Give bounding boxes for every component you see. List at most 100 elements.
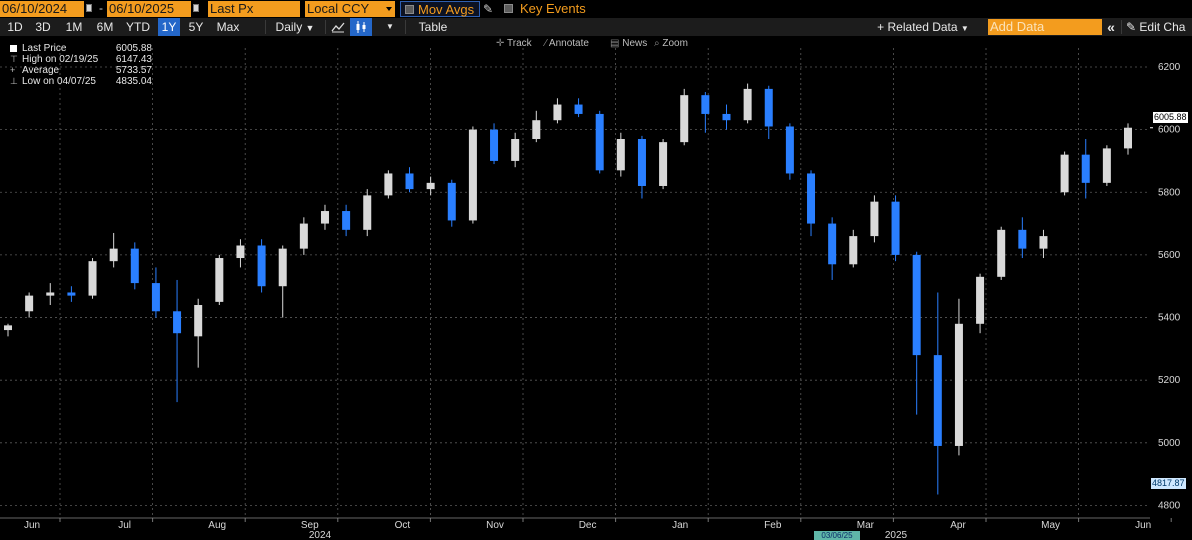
zoom-tool[interactable]: ⌕ Zoom bbox=[654, 38, 688, 49]
start-date-field[interactable]: 06/10/2024 bbox=[0, 1, 84, 17]
add-data-input[interactable]: Add Data bbox=[988, 19, 1102, 35]
x-tick-label: Feb bbox=[764, 520, 782, 531]
candle bbox=[659, 139, 668, 190]
frequency-dropdown-arrow-icon: ▼ bbox=[305, 23, 315, 33]
candle-body bbox=[1018, 229, 1027, 249]
track-tool[interactable]: ✛ Track bbox=[496, 38, 532, 49]
candle-body bbox=[595, 113, 604, 171]
period-button-1d[interactable]: 1D bbox=[7, 20, 23, 34]
key-events-checkbox[interactable] bbox=[504, 4, 513, 13]
candlestick-series bbox=[4, 83, 1132, 495]
legend-value: 6147.43 bbox=[115, 54, 152, 65]
period-button-5y[interactable]: 5Y bbox=[188, 20, 204, 34]
candle-body bbox=[88, 261, 97, 296]
candle-body bbox=[130, 248, 139, 284]
currency-select[interactable]: Local CCY bbox=[305, 1, 383, 17]
candlestick-icon[interactable] bbox=[350, 18, 372, 36]
toolbar-row-2: 1D 3D 1M 6M YTD 1Y 5Y Max Daily ▼ ▼ Table + Rel… bbox=[0, 18, 1192, 36]
legend-value: 4835.04 bbox=[115, 76, 152, 87]
candle-body bbox=[722, 113, 731, 121]
candle-body bbox=[743, 88, 752, 121]
candle bbox=[173, 279, 182, 403]
end-date-field[interactable]: 06/10/2025 bbox=[107, 1, 191, 17]
zoom-label: Zoom bbox=[662, 38, 688, 49]
candle bbox=[67, 286, 76, 302]
legend-high: ⊤ High on 02/19/25 6147.43 bbox=[8, 54, 152, 65]
average-marker-icon: + bbox=[10, 65, 16, 75]
candle bbox=[553, 98, 562, 124]
collapse-icon[interactable]: « bbox=[1107, 19, 1115, 35]
edit-chart-button[interactable]: ✎ Edit Cha bbox=[1126, 18, 1192, 36]
candle bbox=[933, 292, 942, 495]
candle bbox=[701, 92, 710, 133]
candle-body bbox=[215, 258, 224, 302]
candle bbox=[743, 83, 752, 124]
candle bbox=[532, 110, 541, 143]
period-button-max[interactable]: Max bbox=[216, 20, 240, 34]
candle bbox=[46, 283, 55, 306]
annotate-tool[interactable]: ⁄ Annotate bbox=[545, 38, 589, 49]
period-button-ytd[interactable]: YTD bbox=[126, 20, 150, 34]
start-calendar-icon[interactable] bbox=[86, 4, 92, 12]
divider bbox=[405, 20, 406, 34]
key-events-label[interactable]: Key Events bbox=[520, 1, 586, 16]
candle-body bbox=[151, 283, 160, 312]
candle-body bbox=[426, 182, 435, 190]
crosshair-icon: ✛ bbox=[496, 38, 505, 49]
end-calendar-icon[interactable] bbox=[193, 4, 199, 12]
candle-body bbox=[490, 129, 499, 161]
candle-body bbox=[1081, 154, 1090, 183]
candle-body bbox=[468, 129, 477, 221]
candle-body bbox=[1039, 236, 1048, 249]
chart-type-dropdown-arrow-icon[interactable]: ▼ bbox=[386, 22, 394, 31]
edit-chart-label: Edit Cha bbox=[1139, 20, 1186, 34]
related-data-button[interactable]: + Related Data ▼ bbox=[868, 18, 978, 36]
candle bbox=[870, 195, 879, 243]
candle-body bbox=[616, 139, 625, 171]
legend-label: Last Price bbox=[22, 43, 67, 54]
frequency-select[interactable]: Daily ▼ bbox=[270, 18, 320, 36]
candle bbox=[1060, 151, 1069, 196]
period-button-1m[interactable]: 1M bbox=[65, 20, 83, 34]
mov-avgs-label: Mov Avgs bbox=[418, 2, 475, 17]
candle bbox=[680, 88, 689, 146]
candle-body bbox=[447, 182, 456, 221]
candle-body bbox=[4, 325, 12, 331]
candle bbox=[954, 298, 963, 456]
candle bbox=[25, 292, 34, 318]
candle bbox=[722, 104, 731, 130]
period-button-1y[interactable]: 1Y bbox=[158, 18, 180, 36]
currency-dropdown-arrow-icon[interactable] bbox=[383, 1, 395, 17]
legend-value: 5733.57 bbox=[115, 65, 152, 76]
candle bbox=[1018, 217, 1027, 259]
low-price-tag: 4817.87 bbox=[1151, 478, 1186, 489]
candle bbox=[363, 189, 372, 237]
table-button[interactable]: Table bbox=[418, 20, 448, 34]
candle bbox=[891, 195, 900, 262]
candle-body bbox=[511, 139, 520, 161]
news-icon: ▤ bbox=[610, 38, 620, 49]
x-tick-label: Nov bbox=[486, 520, 504, 531]
x-year-label: 2025 bbox=[885, 530, 908, 540]
pencil-icon[interactable]: ✎ bbox=[483, 2, 494, 16]
field-select[interactable]: Last Px bbox=[208, 1, 300, 17]
candle bbox=[426, 176, 435, 196]
chart-grid bbox=[0, 48, 1150, 518]
high-marker-icon: ⊤ bbox=[10, 54, 18, 64]
x-year-label: 2024 bbox=[309, 530, 332, 540]
frequency-label: Daily bbox=[275, 20, 303, 34]
mov-avgs-toggle[interactable]: Mov Avgs bbox=[400, 1, 480, 17]
candle-body bbox=[173, 311, 182, 334]
mov-avgs-checkbox[interactable] bbox=[405, 5, 414, 14]
candle bbox=[194, 298, 203, 368]
candle bbox=[384, 170, 393, 199]
y-axis: 4800 5000 5200 5400 5600 5800 6000 6200 bbox=[1150, 62, 1181, 511]
annotate-icon: ⁄ bbox=[545, 38, 547, 49]
period-button-3d[interactable]: 3D bbox=[35, 20, 51, 34]
news-tool[interactable]: ▤ News bbox=[610, 38, 647, 49]
track-label: Track bbox=[507, 38, 532, 49]
candle-body bbox=[553, 104, 562, 121]
line-chart-icon[interactable] bbox=[328, 18, 348, 36]
period-button-6m[interactable]: 6M bbox=[96, 20, 114, 34]
